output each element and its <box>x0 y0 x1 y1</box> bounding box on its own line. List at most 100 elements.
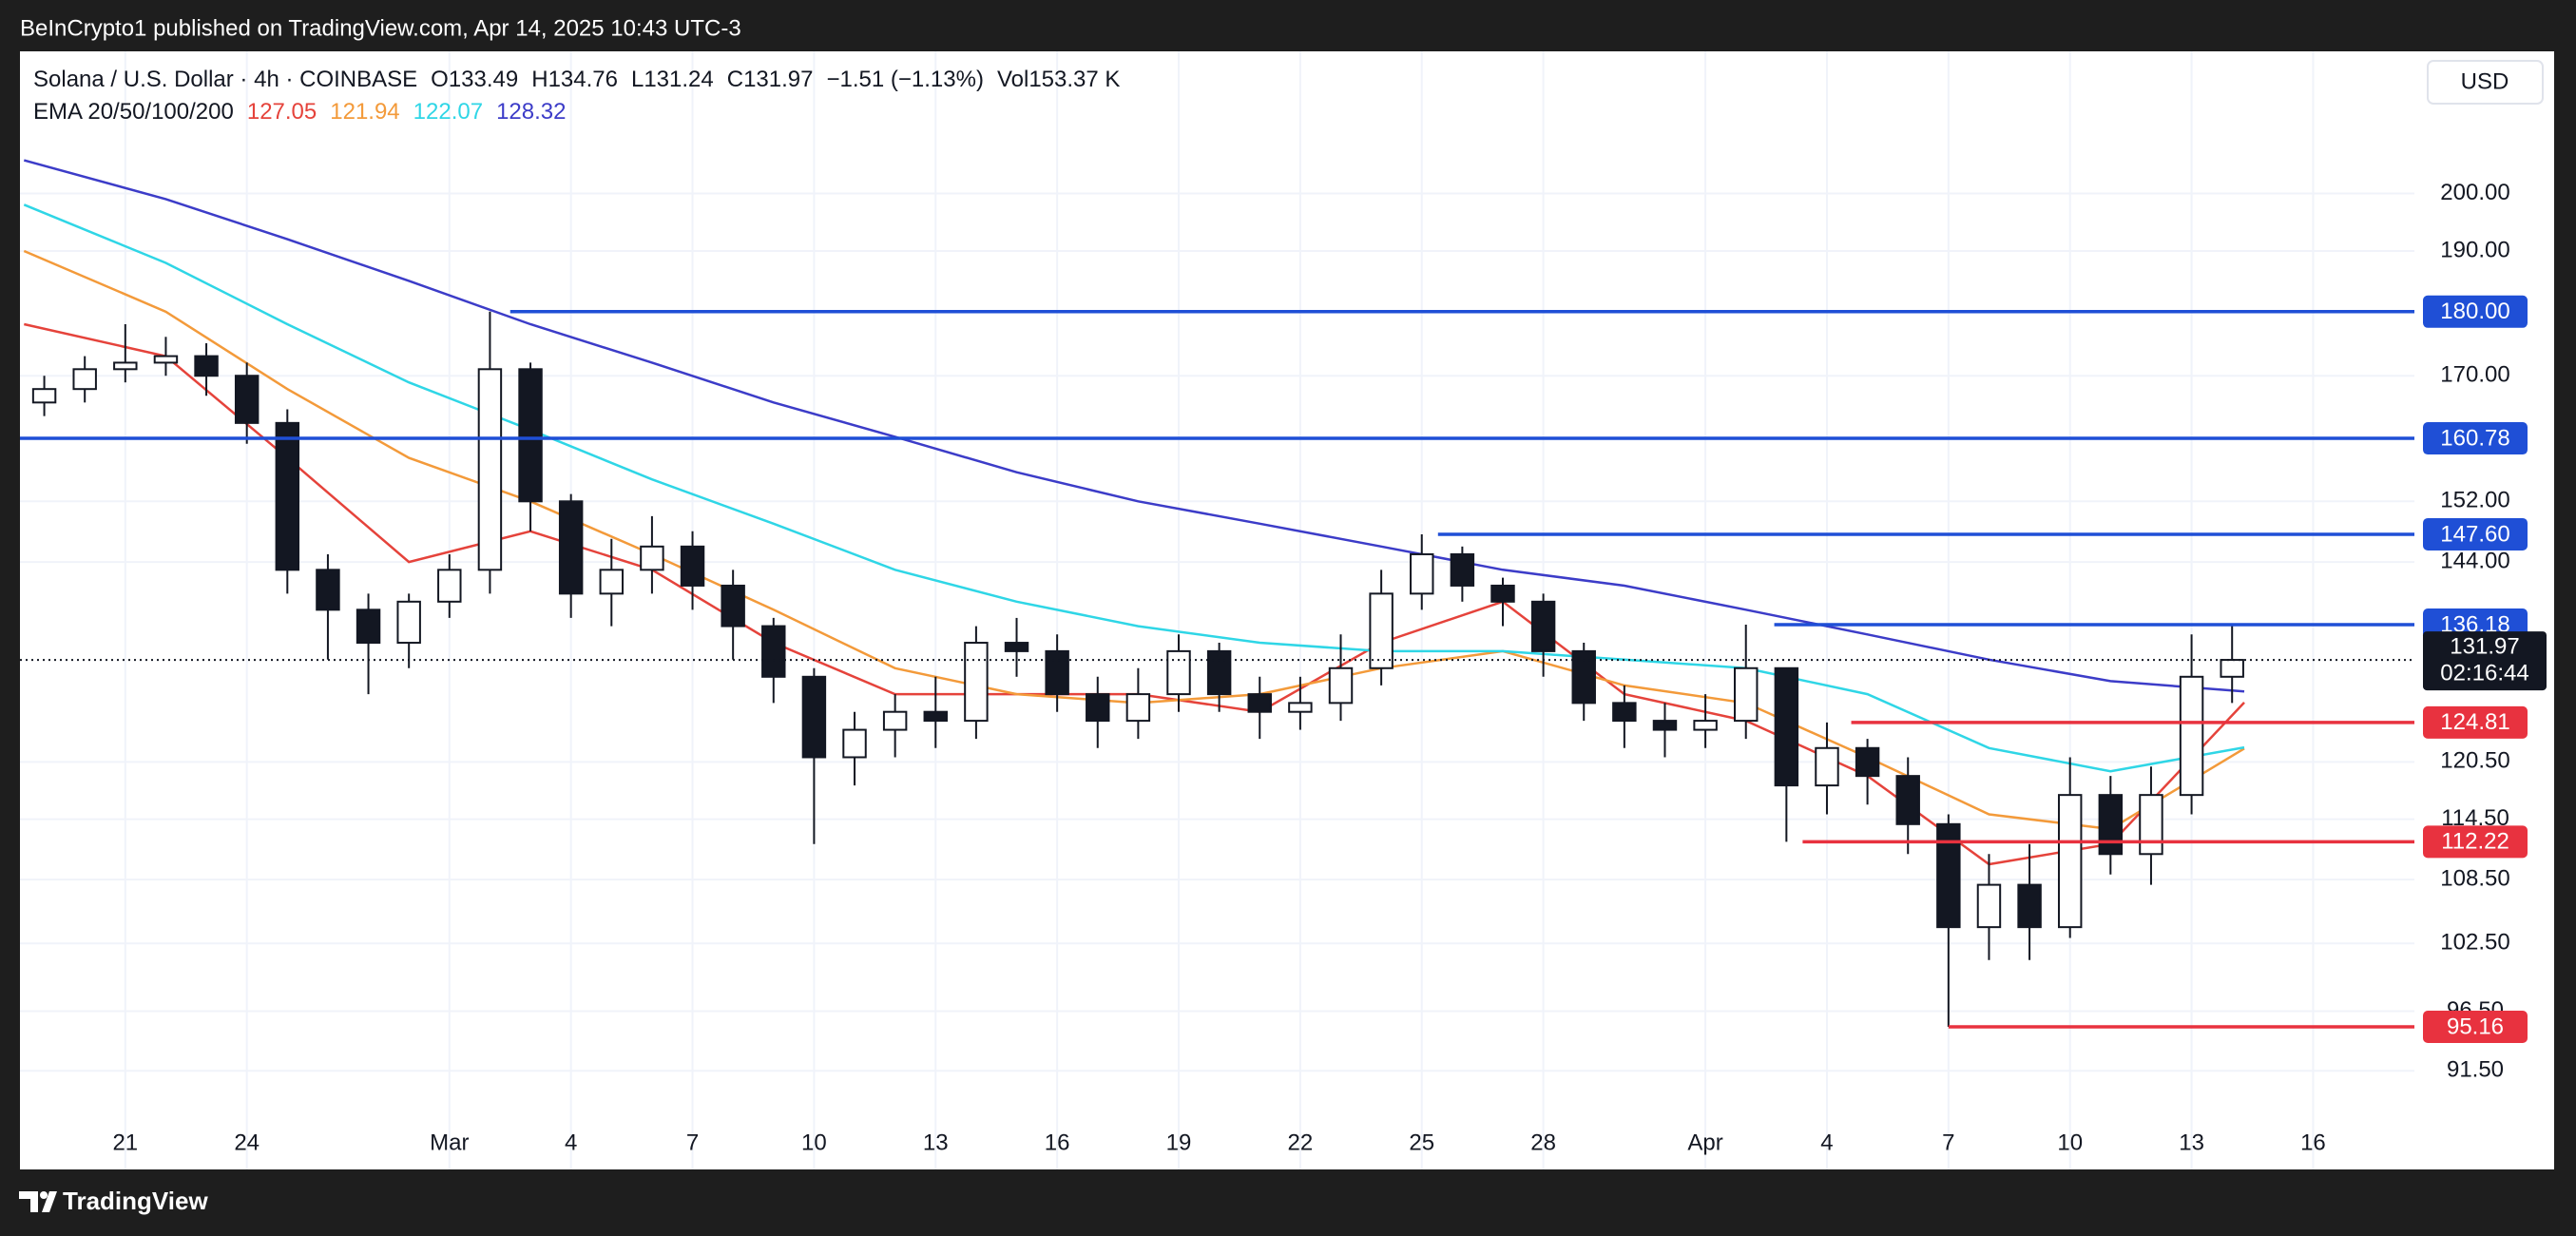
candle-body <box>2139 794 2163 856</box>
x-tick-label: 16 <box>1045 1130 1070 1155</box>
candle-body <box>1490 584 1515 603</box>
candle-body <box>964 642 989 723</box>
candle-body <box>2057 794 2083 929</box>
level-label: 124.81 <box>2440 709 2509 735</box>
header-bar <box>0 0 2576 51</box>
candle-body <box>1976 883 2002 929</box>
candle-body <box>1247 693 1272 713</box>
level-label-box <box>2423 705 2528 739</box>
x-tick-label: 7 <box>1942 1130 1954 1155</box>
ohlc: C131.97 <box>726 67 814 92</box>
symbol-legend: Solana / U.S. Dollar · 4h · COINBASE O13… <box>33 67 1120 93</box>
candle-body <box>1206 649 1232 696</box>
level-label: 160.78 <box>2440 425 2509 451</box>
chart-area <box>20 51 2554 1169</box>
y-tick-label: 200.00 <box>2440 180 2509 205</box>
change: −1.51 (−1.13%) <box>826 67 984 92</box>
ema-line <box>23 203 2245 773</box>
ema-line <box>23 159 2245 693</box>
symbol: Solana / U.S. Dollar · 4h · COINBASE <box>33 67 418 92</box>
candle-body <box>518 368 543 503</box>
candle-body <box>234 375 260 424</box>
candle-body <box>558 500 584 595</box>
candle-body <box>1045 649 1069 696</box>
candle-body <box>72 368 97 391</box>
indicator-value: 127.05 <box>246 99 317 125</box>
y-tick-label: 152.00 <box>2440 488 2509 513</box>
candle-body <box>721 584 745 628</box>
candle-body <box>2098 794 2124 856</box>
x-tick-label: Mar <box>430 1130 469 1155</box>
candle-body <box>194 355 219 377</box>
candle-body <box>1693 720 1718 731</box>
x-tick-label: 10 <box>2057 1130 2083 1155</box>
level-label: 147.60 <box>2440 521 2509 547</box>
x-tick-label: 7 <box>686 1130 699 1155</box>
candle-body <box>437 569 462 603</box>
y-tick-label: 102.50 <box>2440 930 2509 956</box>
candle-body <box>1652 720 1678 731</box>
candle-body <box>801 675 827 759</box>
candle-body <box>2179 675 2204 797</box>
indicator-legend: EMA 20/50/100/200 127.05 121.94 122.07 128.… <box>33 99 566 126</box>
level-label-box <box>2423 517 2528 550</box>
candle-body <box>1774 666 1799 787</box>
countdown-label: 02:16:44 <box>2440 660 2528 686</box>
last-price-box <box>2423 631 2547 691</box>
footer-bar <box>0 1169 2576 1236</box>
x-tick-label: 21 <box>112 1130 138 1155</box>
published-text: BeInCrypto1 published on TradingView.com… <box>20 15 741 41</box>
candle-body <box>113 361 138 371</box>
indicator-value: 128.32 <box>496 99 567 125</box>
indicator-value: 122.07 <box>413 99 484 125</box>
candle-body <box>1734 666 1759 723</box>
last-price-label: 131.97 <box>2450 633 2519 659</box>
x-tick-label: 13 <box>923 1130 949 1155</box>
candle-body <box>1086 693 1110 723</box>
candle-body <box>316 569 340 611</box>
candle-body <box>396 600 421 645</box>
brand-logo <box>19 1191 57 1212</box>
candle-body <box>477 368 503 571</box>
candle-body <box>31 388 57 404</box>
candle-body <box>1410 552 1434 595</box>
level-label-box <box>2423 825 2528 859</box>
level-label-box <box>2423 422 2528 455</box>
candle-body <box>640 545 664 571</box>
candle-body <box>1166 649 1191 696</box>
x-tick-label: 10 <box>801 1130 827 1155</box>
candle-body <box>356 608 381 645</box>
candle-body <box>2220 659 2244 678</box>
candle-body <box>599 569 625 595</box>
level-label: 95.16 <box>2447 1014 2504 1039</box>
x-tick-label: 4 <box>1820 1130 1833 1155</box>
candle-body <box>153 355 179 364</box>
candle-body <box>1936 822 1961 929</box>
candle-body <box>761 625 786 678</box>
candle-body <box>1328 666 1354 705</box>
y-tick-label: 108.50 <box>2440 866 2509 892</box>
candle-body <box>1815 746 1839 787</box>
x-tick-label: 16 <box>2300 1130 2326 1155</box>
candle-body <box>882 710 908 731</box>
candle-body <box>1004 642 1029 652</box>
volume: Vol153.37 K <box>996 67 1121 92</box>
x-tick-label: 25 <box>1409 1130 1434 1155</box>
candle-body <box>1125 693 1151 723</box>
currency-box[interactable] <box>2427 60 2544 105</box>
level-label-box <box>2423 1010 2528 1043</box>
candle-body <box>842 728 867 759</box>
candle-body <box>1288 702 1313 713</box>
y-tick-label: 190.00 <box>2440 237 2509 262</box>
candle-body <box>1612 702 1637 723</box>
candle-body <box>275 421 300 571</box>
y-tick-label: 170.00 <box>2440 362 2509 388</box>
candle-body <box>1895 775 1920 825</box>
brand-name: TradingView <box>63 1187 208 1215</box>
currency[interactable]: USD <box>2461 68 2509 94</box>
candle-body <box>2017 883 2042 929</box>
y-tick-label: 144.00 <box>2440 548 2509 573</box>
x-tick-label: 24 <box>234 1130 260 1155</box>
ohlc: L131.24 <box>630 67 714 92</box>
